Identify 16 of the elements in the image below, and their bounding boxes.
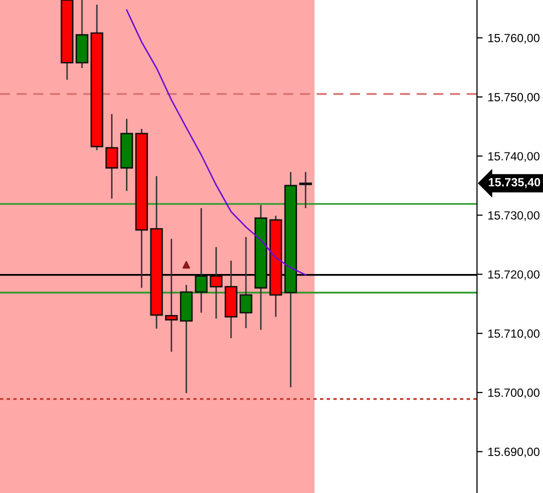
candlestick (210, 246, 222, 320)
candlestick (105, 113, 118, 200)
y-tick-label: 15.700,00 (488, 388, 540, 398)
candlestick (165, 238, 178, 352)
y-tick-label: 15.730,00 (488, 211, 540, 221)
y-tick-label: 15.740,00 (488, 152, 540, 162)
line-series (126, 9, 306, 276)
text: 15.735,40 (488, 178, 540, 188)
y-tick-label: 15.710,00 (488, 329, 540, 340)
y-tick-label: 15.720,00 (488, 270, 540, 280)
y-tick-label: 15.690,00 (488, 448, 540, 458)
y-tick-label: 15.750,00 (488, 92, 540, 103)
y-tick-label: 15.760,00 (488, 34, 540, 44)
candlestick (299, 171, 312, 209)
candlestick (194, 207, 208, 314)
candlestick (240, 236, 252, 329)
